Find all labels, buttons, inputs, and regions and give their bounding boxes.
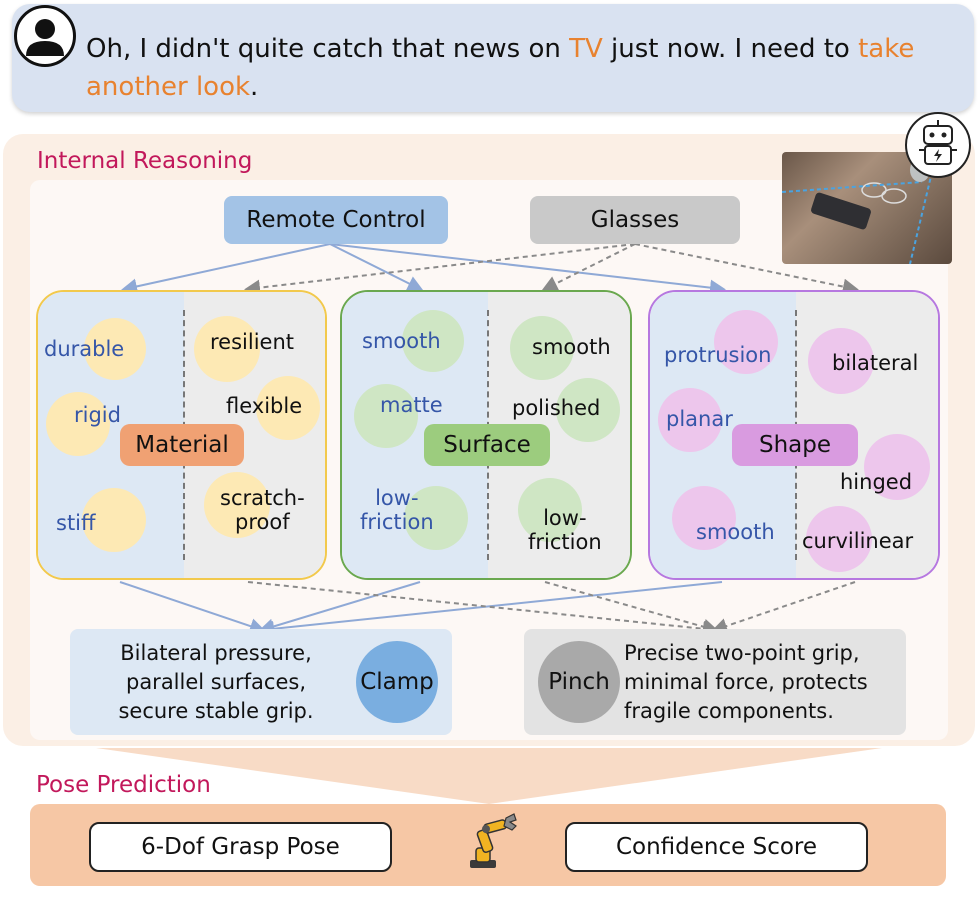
material-box: durable rigid stiff resilient flexible s… — [36, 290, 327, 580]
shape-left-3: smooth — [696, 520, 775, 544]
material-left-2: rigid — [74, 403, 121, 427]
surface-left-3: low- friction — [360, 486, 434, 534]
material-right-3: scratch- proof — [220, 486, 305, 534]
shape-right-3: curvilinear — [802, 529, 913, 553]
material-right-2: flexible — [226, 394, 302, 418]
surface-left-2: matte — [380, 393, 443, 417]
confidence-score-box: Confidence Score — [565, 822, 868, 872]
object-remote-control: Remote Control — [224, 196, 448, 244]
robot-arm-icon — [460, 812, 522, 874]
grasp-pose-box: 6-Dof Grasp Pose — [89, 822, 392, 872]
shape-left-1: protrusion — [664, 343, 771, 367]
clamp-box: Bilateral pressure, parallel surfaces, s… — [70, 629, 452, 735]
shape-box: protrusion planar smooth bilateral hinge… — [648, 290, 940, 580]
material-badge: Material — [120, 424, 244, 466]
material-right-1: resilient — [210, 330, 294, 354]
surface-badge: Surface — [424, 424, 550, 466]
surface-right-3: low- friction — [528, 506, 602, 554]
clamp-label: Clamp — [356, 641, 438, 723]
shape-right-1: bilateral — [832, 351, 918, 375]
material-left-1: durable — [44, 337, 124, 361]
pinch-label: Pinch — [538, 641, 620, 723]
object-glasses: Glasses — [530, 196, 740, 244]
surface-left-1: smooth — [362, 329, 441, 353]
material-left-3: stiff — [56, 511, 95, 535]
surface-right-2: polished — [512, 396, 600, 420]
shape-left-2: planar — [666, 407, 733, 431]
pinch-description: Precise two-point grip, minimal force, p… — [624, 639, 900, 726]
pose-prediction-title: Pose Prediction — [36, 772, 211, 798]
pinch-box: Pinch Precise two-point grip, minimal fo… — [524, 629, 906, 735]
surface-box: smooth matte low- friction smooth polish… — [340, 290, 632, 580]
clamp-description: Bilateral pressure, parallel surfaces, s… — [86, 639, 346, 726]
shape-right-2: hinged — [840, 470, 912, 494]
surface-right-1: smooth — [532, 335, 611, 359]
shape-badge: Shape — [732, 424, 858, 466]
